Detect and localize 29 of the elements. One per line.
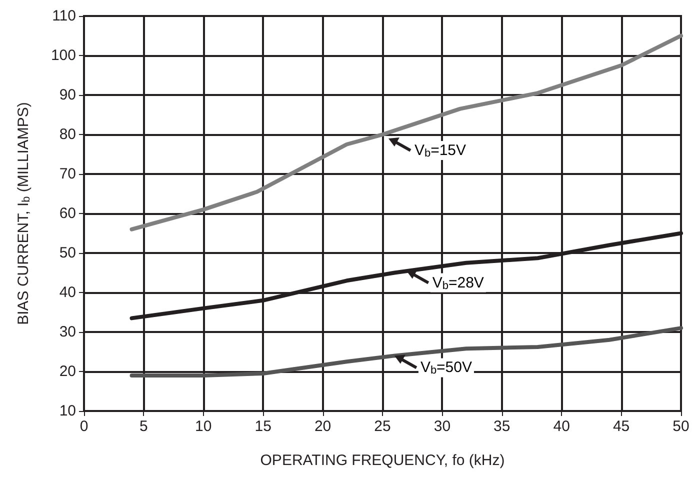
y-tick-label: 40 xyxy=(59,284,76,301)
y-tick-label: 110 xyxy=(52,8,76,24)
x-tick-label: 50 xyxy=(672,418,690,435)
y-tick-label: 80 xyxy=(59,126,76,143)
y-tick-label: 60 xyxy=(59,205,76,222)
x-tick-label: 15 xyxy=(254,418,272,435)
x-tick-label: 10 xyxy=(195,418,212,435)
annotation: Vb=15V xyxy=(414,142,466,160)
x-tick-label: 35 xyxy=(494,418,510,435)
y-tick-label: 20 xyxy=(59,363,76,380)
y-tick-label: 10 xyxy=(59,402,76,420)
x-tick-label: 45 xyxy=(612,418,630,435)
y-axis-title: BIAS CURRENT, Ib (MILLIAMPS) xyxy=(15,102,32,325)
annotation: Vb=28V xyxy=(432,274,484,292)
x-tick-label: 5 xyxy=(140,418,148,435)
x-tick-label: 40 xyxy=(553,418,570,435)
x-tick-label: 20 xyxy=(314,418,332,435)
x-tick-label: 25 xyxy=(374,418,391,435)
y-tick-label: 50 xyxy=(59,244,76,262)
line-series xyxy=(130,326,683,378)
x-tick-label: 30 xyxy=(434,418,451,435)
line-series xyxy=(130,34,683,232)
x-tick-label: 0 xyxy=(80,418,88,435)
annotation: Vb=50V xyxy=(420,359,472,377)
y-tick-label: 100 xyxy=(50,47,76,64)
y-tick-label: 90 xyxy=(59,86,76,104)
y-tick-label: 70 xyxy=(59,166,76,182)
x-axis-title: OPERATING FREQUENCY, fo (kHz) xyxy=(260,452,505,469)
y-tick-label: 30 xyxy=(59,324,76,340)
